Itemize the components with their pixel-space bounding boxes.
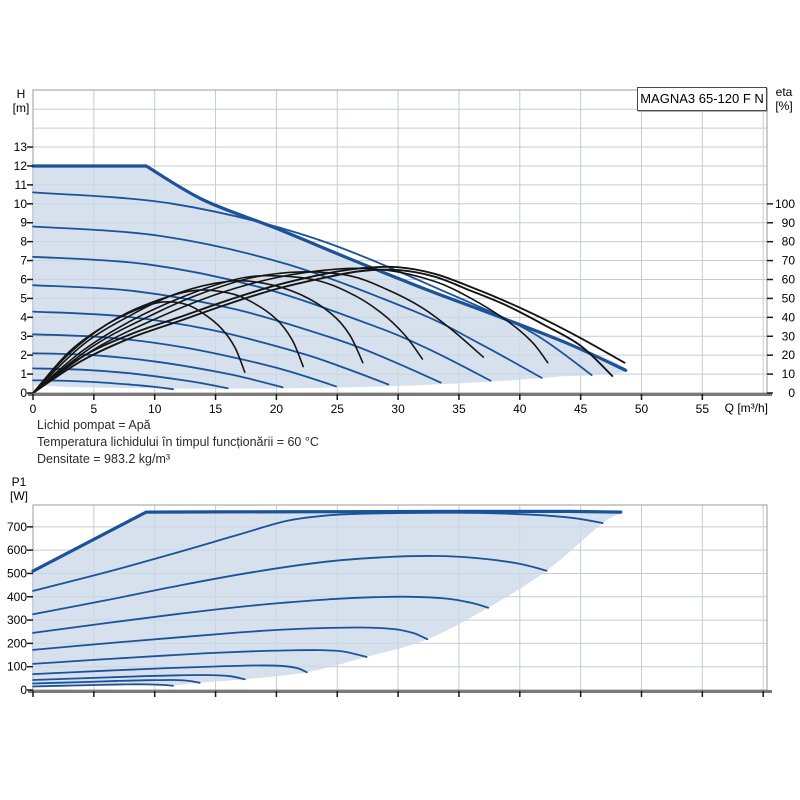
p-tick-label: 300 xyxy=(7,613,27,627)
q-tick-label: 40 xyxy=(513,402,527,416)
p-tick-label: 700 xyxy=(7,520,27,534)
pump-curve xyxy=(32,310,390,386)
head-axis-unit: [m] xyxy=(12,101,30,115)
power-curve xyxy=(32,664,308,675)
p-tick-label: 600 xyxy=(7,543,27,557)
power-curve xyxy=(32,683,174,688)
h-tick-label: 10 xyxy=(14,197,28,211)
q-tick-label: 55 xyxy=(696,402,710,416)
q-tick-label: 30 xyxy=(391,402,405,416)
pump-model-label: MAGNA3 65-120 F N xyxy=(637,87,767,111)
eta-tick-label: 60 xyxy=(782,273,796,287)
q-tick-label: 35 xyxy=(452,402,466,416)
q-tick-label: 25 xyxy=(331,402,345,416)
eta-axis-unit: [%] xyxy=(775,99,793,113)
eta-tick-label: 20 xyxy=(782,348,796,362)
eta-tick-label: 0 xyxy=(788,386,795,400)
flow-axis-title: Q [m³/h] xyxy=(724,401,768,415)
pump-curve xyxy=(32,191,593,376)
q-tick-label: 10 xyxy=(148,402,162,416)
p-tick-label: 400 xyxy=(7,590,27,604)
pump-curve xyxy=(32,379,174,391)
efficiency-curve xyxy=(32,301,246,394)
power-axis-title: P1 xyxy=(11,475,27,489)
power-curve xyxy=(32,626,429,651)
h-tick-label: 4 xyxy=(20,310,27,324)
eta-tick-label: 80 xyxy=(782,235,796,249)
h-tick-label: 11 xyxy=(15,178,28,192)
q-tick-label: 45 xyxy=(574,402,588,416)
pump-curve xyxy=(32,367,229,390)
power-curve xyxy=(32,595,490,634)
p-tick-label: 0 xyxy=(20,683,27,697)
eta-tick-label: 90 xyxy=(782,216,796,230)
pump-curve xyxy=(32,333,337,388)
eta-tick-label: 10 xyxy=(782,367,796,381)
head-axis-title: H xyxy=(16,87,26,101)
pump-curve xyxy=(32,284,442,384)
p-tick-label: 200 xyxy=(7,636,27,650)
h-tick-label: 7 xyxy=(20,254,27,268)
h-tick-label: 1 xyxy=(20,367,27,381)
eta-tick-label: 50 xyxy=(782,291,796,305)
eta-tick-label: 70 xyxy=(782,254,796,268)
h-tick-label: 6 xyxy=(20,272,27,286)
power-curve xyxy=(32,674,246,681)
h-tick-label: 2 xyxy=(20,348,27,362)
power-curve xyxy=(32,511,604,592)
q-tick-label: 20 xyxy=(270,402,284,416)
h-tick-label: 0 xyxy=(20,386,27,400)
pump-curve xyxy=(32,255,492,382)
h-tick-label: 13 xyxy=(14,140,28,154)
info-line-density: Densitate = 983.2 kg/m³ xyxy=(37,452,171,466)
eta-axis-title: eta xyxy=(775,85,793,99)
eta-tick-label: 100 xyxy=(775,197,795,211)
info-line-temperature: Temperatura lichidului în timpul funcțio… xyxy=(37,435,319,449)
power-curve xyxy=(32,555,548,616)
efficiency-curve xyxy=(32,279,364,394)
efficiency-curve xyxy=(32,268,614,394)
h-tick-label: 5 xyxy=(20,291,27,305)
info-line-liquid: Lichid pompat = Apă xyxy=(37,418,151,432)
efficiency-curve xyxy=(32,271,485,394)
h-tick-label: 12 xyxy=(14,159,28,173)
h-tick-label: 8 xyxy=(20,235,27,249)
q-tick-label: 0 xyxy=(30,402,37,416)
power-curve xyxy=(32,679,201,685)
eta-tick-label: 40 xyxy=(782,310,796,324)
p-tick-label: 500 xyxy=(7,566,27,580)
efficiency-curve xyxy=(32,274,424,394)
power-curve xyxy=(31,509,623,573)
h-tick-label: 9 xyxy=(20,216,27,230)
q-tick-label: 5 xyxy=(91,402,98,416)
power-curve xyxy=(32,649,368,665)
eta-tick-label: 30 xyxy=(782,329,796,343)
q-tick-label: 15 xyxy=(209,402,223,416)
efficiency-curve xyxy=(32,267,549,394)
h-tick-label: 3 xyxy=(20,329,27,343)
p-tick-label: 100 xyxy=(7,660,27,674)
q-tick-label: 50 xyxy=(635,402,649,416)
power-axis-unit: [W] xyxy=(10,489,28,503)
